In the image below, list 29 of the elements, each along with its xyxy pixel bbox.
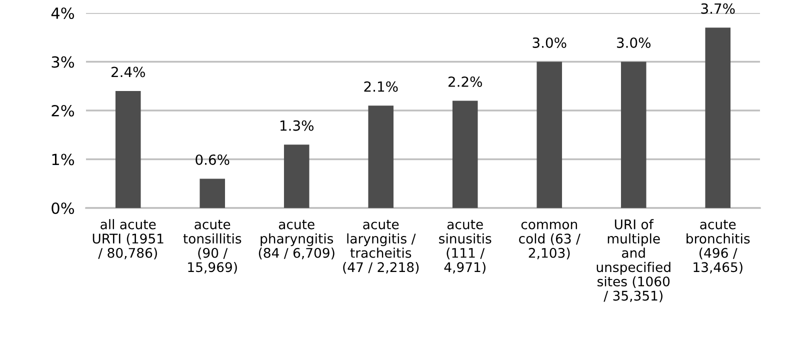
bar [620,62,646,208]
data-label: 3.7% [701,3,735,14]
bar [452,100,478,208]
x-tick-label: acute sinusitis (111 / 4,971) [439,220,492,274]
y-tick-label: 4% [51,7,74,20]
data-label: 3.0% [617,37,650,48]
x-tick-label: acute laryngitis / tracheitis (47 / 2,218) [343,220,419,274]
data-label: 0.6% [196,154,230,165]
y-tick-label: 2% [52,104,74,117]
data-label: 1.3% [280,120,314,131]
bar [284,144,310,208]
x-tick-label: common cold (63 / 2,103) [519,222,580,260]
x-tick-label: acute tonsillitis (90 / 15,969) [183,220,242,274]
y-tick-label: 0% [52,202,74,214]
y-tick-label: 1% [52,154,74,166]
data-label: 2.2% [448,76,482,87]
x-tick-label: URI of multiple and unspecified sites (1060 / 35,351) [596,219,670,302]
data-label: 2.4% [112,66,145,78]
data-label: 3.0% [532,37,566,48]
bar [115,91,141,208]
y-tick-label: 3% [52,56,74,68]
x-tick-label: acute bronchitis (496 / 13,465) [686,220,750,274]
bar [705,28,731,208]
bar [536,62,562,208]
bar [200,178,226,208]
bar [368,106,394,208]
x-tick-label: acute pharyngitis (84 / 6,709) [258,220,334,260]
data-label: 2.1% [364,81,398,92]
x-tick-label: all acute URTI (1951 / 80,786) [92,219,164,260]
